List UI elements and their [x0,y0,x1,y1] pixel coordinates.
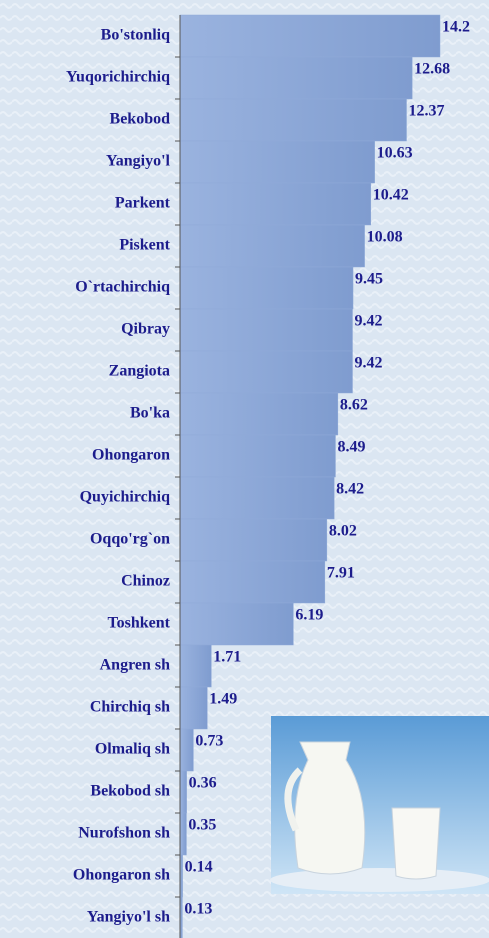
category-label: Zangiota [109,363,170,380]
data-label: 9.42 [354,355,382,372]
category-label: Nurofshon sh [78,825,170,842]
data-label: 0.73 [195,733,223,750]
data-label: 0.13 [184,901,212,918]
bar [179,350,353,394]
bar [179,182,372,226]
category-label: Olmaliq sh [95,741,170,758]
category-label: Bo'stonliq [101,27,170,44]
data-label: 8.42 [336,481,364,498]
category-label: Bekobod [110,111,171,128]
bar [179,392,339,436]
data-label: 0.14 [185,859,213,876]
bar [179,476,335,520]
data-label: 0.36 [189,775,217,792]
data-label: 10.08 [367,229,403,246]
data-label: 12.68 [414,61,450,78]
category-label: Chinoz [121,573,170,590]
category-label: Chirchiq sh [90,699,170,716]
data-label: 1.71 [213,649,241,666]
data-label: 6.19 [295,607,323,624]
bar [179,518,328,562]
category-label: O`rtachirchiq [75,279,170,296]
category-label: Bo'ka [130,405,170,422]
category-label: Yuqorichirchiq [66,69,170,86]
data-label: 12.37 [408,103,444,120]
bar [179,266,354,310]
bar [179,728,194,772]
bar [179,812,187,856]
bar [179,224,365,268]
category-label: Oqqo'rg`on [90,531,170,548]
data-label: 9.42 [354,313,382,330]
data-label: 9.45 [355,271,383,288]
bar [179,686,208,730]
category-label: Bekobod sh [90,783,170,800]
bar [179,140,375,184]
category-label: Piskent [119,237,170,254]
bar [179,98,407,142]
photo [270,716,489,894]
bar [179,434,336,478]
category-label: Yangiyo'l sh [87,909,170,926]
bar [179,602,294,646]
bar [179,14,441,58]
bar [179,308,353,352]
data-label: 8.49 [337,439,365,456]
bar [179,770,187,814]
data-label: 14.2 [442,19,470,36]
bar [179,644,212,688]
category-label: Toshkent [107,615,170,632]
category-label: Qibray [121,321,170,338]
data-label: 10.42 [373,187,409,204]
bar [179,56,413,100]
data-label: 8.02 [329,523,357,540]
category-label: Quyichirchiq [80,489,170,506]
data-label: 1.49 [209,691,237,708]
data-label: 8.62 [340,397,368,414]
category-label: Ohongaron sh [73,867,170,884]
category-label: Yangiyo'l [106,153,171,170]
bar [179,560,326,604]
category-label: Parkent [115,195,171,212]
data-label: 0.35 [188,817,216,834]
data-label: 7.91 [327,565,355,582]
category-label: Angren sh [100,657,170,674]
data-label: 10.63 [377,145,413,162]
category-label: Ohongaron [92,447,170,464]
